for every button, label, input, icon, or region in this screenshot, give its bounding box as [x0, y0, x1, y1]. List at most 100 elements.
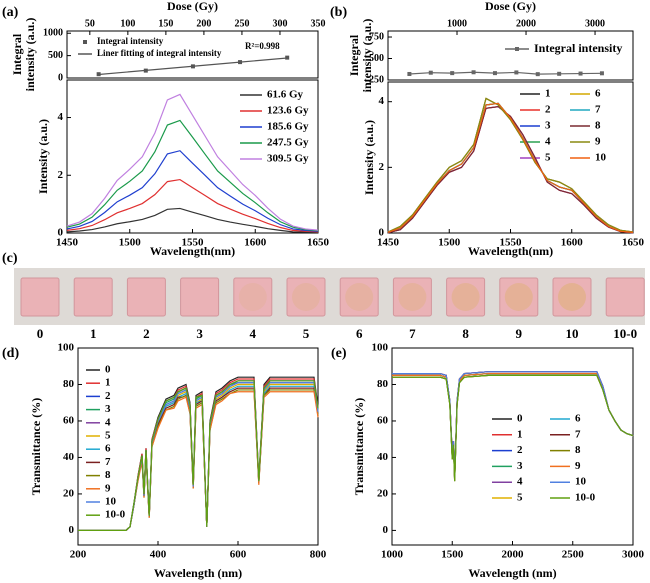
- marker: [535, 72, 540, 77]
- legend-label: 185.6 Gy: [267, 121, 309, 133]
- plot-frame: [387, 30, 634, 81]
- x-axis-label: Wavelength (nm): [154, 566, 242, 580]
- x-tick-label: 2500: [562, 549, 585, 561]
- legend-label: 5: [105, 430, 111, 442]
- series-line: [387, 105, 634, 234]
- legend-label: 0: [105, 364, 111, 376]
- series-line: [392, 371, 634, 478]
- legend-label: 123.6 Gy: [267, 105, 309, 117]
- legend-label: Integral intensity: [97, 36, 164, 46]
- x-tick-label: 1450: [377, 237, 400, 249]
- x-axis-label: Dose (Gy): [485, 0, 536, 13]
- sample-glass: [126, 277, 166, 317]
- y-tick-label: 2: [58, 169, 64, 181]
- series-line: [392, 374, 634, 482]
- sample-center: [558, 283, 586, 311]
- series-line: [66, 150, 319, 232]
- x-tick-label: 1650: [307, 237, 330, 249]
- y-tick-label: 0: [383, 524, 389, 536]
- x-tick-label: 1500: [438, 237, 461, 249]
- sample-label: 1: [90, 326, 97, 341]
- marker: [578, 71, 583, 76]
- y-axis-label: Intensity (a.u.): [362, 120, 376, 195]
- legend-label: 1: [545, 88, 551, 100]
- marker: [492, 71, 497, 76]
- series-line: [66, 93, 319, 231]
- x-tick-label: 1000: [381, 549, 404, 561]
- series-line: [392, 371, 634, 478]
- legend-label: 7: [575, 428, 581, 440]
- y-axis-label: intensity (a.u.): [360, 19, 374, 93]
- legend-label: 4: [545, 136, 551, 148]
- sample-label: 3: [196, 326, 203, 341]
- sample-label: 4: [250, 326, 257, 341]
- legend-label: 8: [595, 120, 601, 132]
- legend-label: 10-0: [105, 509, 126, 521]
- series-line: [78, 380, 319, 532]
- sample-label: 0: [37, 326, 44, 341]
- x-tick-label: 100: [120, 18, 135, 29]
- legend-swatch: [515, 47, 519, 51]
- y-axis-label: Integral: [347, 34, 361, 76]
- y-tick-label: 20: [63, 487, 75, 499]
- sample-glass: [180, 277, 220, 317]
- legend-label: 10: [595, 152, 607, 164]
- sample-label: 7: [409, 326, 416, 341]
- x-tick-label: 150: [158, 18, 173, 29]
- sample-glass: [286, 277, 326, 317]
- x-tick-label: 3000: [622, 549, 645, 561]
- sample-glass: [605, 277, 645, 317]
- legend-label: 9: [105, 482, 111, 494]
- photo-background: [14, 268, 645, 325]
- y-tick-label: 40: [377, 451, 389, 463]
- marker: [599, 71, 604, 76]
- x-tick-label: 1450: [56, 237, 79, 249]
- x-tick-label: 250: [234, 18, 249, 29]
- series-line: [66, 119, 319, 232]
- x-axis-label: Dose (Gy): [167, 0, 218, 13]
- sample-label: 6: [356, 326, 363, 341]
- legend-label: 3: [517, 460, 523, 472]
- series-line: [66, 178, 319, 233]
- series-line: [66, 207, 319, 234]
- legend-label: 247.5 Gy: [267, 137, 309, 149]
- legend-label: 2: [105, 390, 111, 402]
- x-tick-label: 200: [70, 549, 87, 561]
- sample-center: [451, 283, 480, 311]
- sample-center: [345, 283, 374, 311]
- legend-label: 61.6 Gy: [267, 89, 304, 101]
- legend-label: 5: [517, 492, 523, 504]
- sample-glass: [20, 277, 60, 317]
- legend-label: 10-0: [575, 492, 596, 504]
- sample-label: 10-0: [613, 326, 637, 341]
- x-axis-label: Wavelength(nm): [150, 244, 235, 258]
- y-tick-label: 0: [58, 227, 64, 239]
- x-tick-label: 1600: [561, 237, 584, 249]
- x-tick-label: 1650: [622, 237, 645, 249]
- y-tick-label: 750: [369, 31, 384, 42]
- x-tick-label: 350: [311, 18, 326, 29]
- marker: [450, 71, 455, 76]
- y-tick-label: 1000: [43, 28, 63, 39]
- legend-label: 3: [105, 403, 111, 415]
- x-tick-label: 1550: [182, 237, 205, 249]
- legend-label: Integral intensity: [534, 41, 622, 55]
- panel-label: (b): [330, 5, 347, 20]
- x-tick-label: 1550: [500, 237, 523, 249]
- marker: [428, 70, 433, 75]
- series-line: [392, 372, 634, 480]
- panel-label: (c): [2, 251, 18, 266]
- marker: [407, 71, 412, 76]
- x-tick-label: 600: [230, 549, 247, 561]
- marker: [557, 71, 562, 76]
- legend-label: 4: [517, 476, 523, 488]
- y-axis-label: Transmittance (%): [29, 398, 43, 495]
- legend-label: 7: [105, 456, 111, 468]
- plot-frame: [66, 30, 319, 79]
- x-tick-label: 300: [272, 18, 287, 29]
- panel-label: (a): [2, 5, 19, 20]
- legend-label: 2: [545, 104, 551, 116]
- y-tick-label: 250: [369, 74, 384, 85]
- legend-label: 8: [105, 469, 111, 481]
